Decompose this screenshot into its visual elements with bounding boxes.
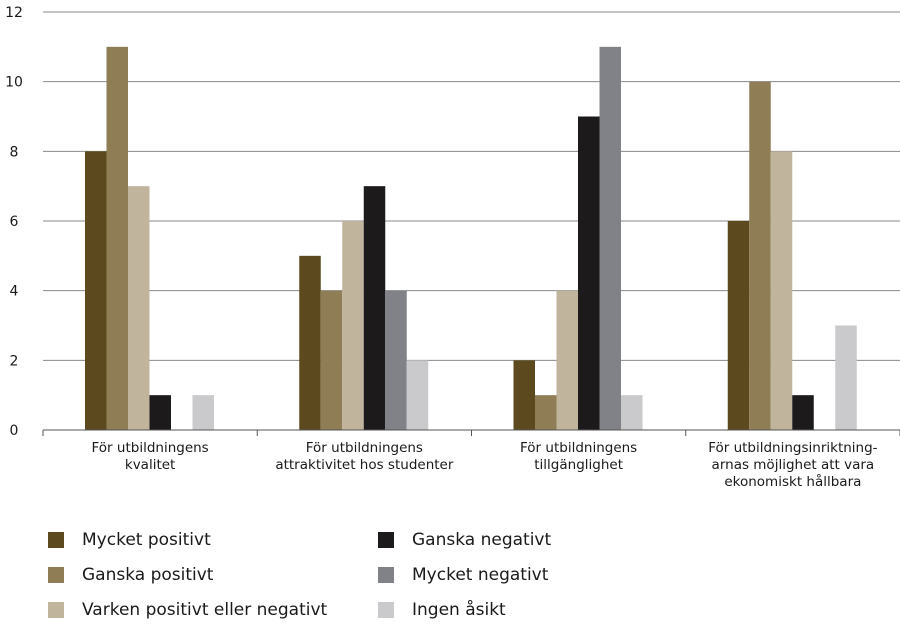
bar — [364, 186, 386, 430]
bar — [299, 256, 321, 430]
x-axis — [43, 430, 900, 436]
bar — [771, 151, 793, 430]
y-tick-label: 12 — [5, 5, 23, 21]
legend-item: Ganska negativt — [378, 528, 551, 552]
legend-swatch — [378, 532, 394, 548]
legend-label: Ingen åsikt — [412, 600, 506, 620]
bar — [600, 47, 622, 430]
y-axis-tick-labels: 0 2 4 6 8 10 12 — [5, 5, 23, 439]
legend-swatch — [378, 602, 394, 618]
legend-label: Mycket negativt — [412, 565, 548, 585]
bar — [407, 360, 429, 430]
x-category-label: arnas möjlighet att vara — [712, 457, 875, 473]
bar — [749, 82, 771, 430]
legend-label: Ganska negativt — [412, 530, 551, 550]
x-category-label: kvalitet — [125, 457, 175, 473]
legend-label: Varken positivt eller negativt — [82, 600, 327, 620]
legend-label: Ganska positivt — [82, 565, 213, 585]
y-tick-label: 2 — [10, 353, 19, 369]
bar — [385, 291, 407, 430]
legend-item: Varken positivt eller negativt — [48, 598, 327, 622]
legend-swatch — [48, 532, 64, 548]
x-category-label: tillgänglighet — [534, 457, 623, 473]
y-tick-label: 4 — [10, 284, 19, 300]
bar — [107, 47, 129, 430]
x-category-label: För utbildningens — [306, 440, 423, 456]
y-tick-label: 10 — [5, 75, 23, 91]
bar — [621, 395, 643, 430]
bar — [150, 395, 172, 430]
bar — [321, 291, 343, 430]
bar — [342, 221, 364, 430]
bar — [85, 151, 107, 430]
bars — [85, 47, 857, 430]
y-tick-label: 0 — [10, 423, 19, 439]
bar — [514, 360, 536, 430]
bar — [193, 395, 215, 430]
legend-swatch — [378, 567, 394, 583]
legend-swatch — [48, 602, 64, 618]
legend-swatch — [48, 567, 64, 583]
bar — [835, 326, 857, 431]
y-tick-label: 8 — [10, 144, 19, 160]
x-category-label: attraktivitet hos studenter — [275, 457, 454, 473]
bar — [535, 395, 557, 430]
x-category-label: För utbildningsinriktning- — [708, 440, 877, 456]
legend-item: Mycket negativt — [378, 563, 548, 587]
legend-item: Ganska positivt — [48, 563, 213, 587]
x-category-label: För utbildningens — [92, 440, 209, 456]
legend-item: Mycket positivt — [48, 528, 211, 552]
bar — [578, 117, 600, 431]
bar — [557, 291, 579, 430]
bar — [128, 186, 150, 430]
bar — [792, 395, 814, 430]
x-category-label: ekonomiskt hållbara — [724, 473, 861, 490]
legend-label: Mycket positivt — [82, 530, 211, 550]
x-category-label: För utbildningens — [520, 440, 637, 456]
legend-item: Ingen åsikt — [378, 598, 506, 622]
bar — [728, 221, 750, 430]
y-tick-label: 6 — [10, 214, 19, 230]
